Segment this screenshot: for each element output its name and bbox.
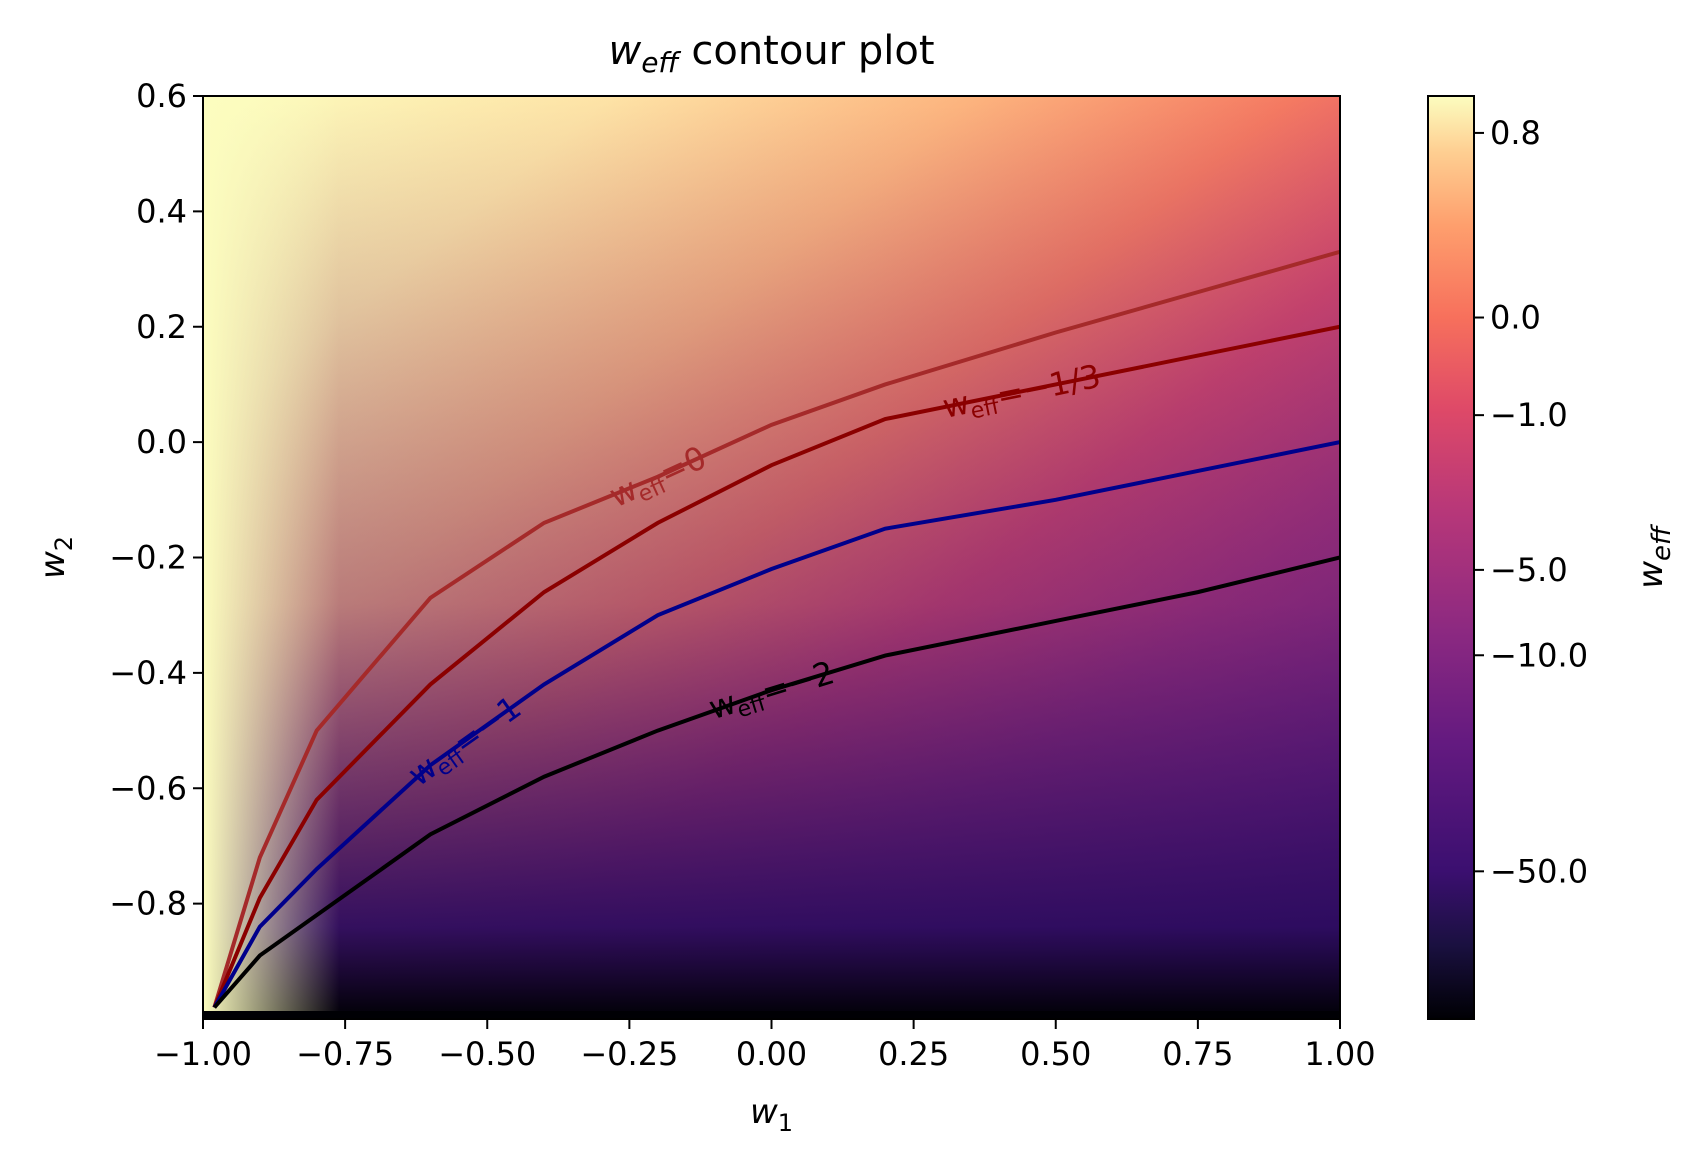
contour-label-0: weff=0	[603, 438, 712, 515]
colorbar-tick-label-4: −10.0	[1490, 636, 1588, 674]
title-sub: eff	[641, 46, 681, 79]
y-tick-label-4: −0.2	[109, 539, 187, 577]
x-tick-label-3: −0.25	[580, 1035, 678, 1073]
title-main: w	[608, 28, 641, 74]
y-tick-label-5: −0.4	[109, 654, 187, 692]
x-label-sub: 1	[778, 1109, 793, 1137]
x-axis: −1.00 −0.75 −0.50 −0.25 0.00 0.25 0.50 0.75 1.00	[154, 1019, 1376, 1073]
title-rest: contour plot	[679, 28, 935, 74]
y-tick-label-0: 0.6	[136, 77, 187, 115]
heatmap-bottom-shade	[203, 96, 1340, 1019]
contour-line-0	[212, 249, 1340, 1009]
x-tick-label-5: 0.25	[878, 1035, 949, 1073]
colorbar-tick-label-0: 0.8	[1490, 114, 1541, 152]
contour-line-2	[212, 440, 1340, 1009]
y-tick-label-2: 0.2	[136, 308, 187, 346]
x-tick-label-4: 0.00	[736, 1035, 807, 1073]
contour-line-1	[212, 324, 1340, 1009]
colorbar-label-sub: eff	[1647, 523, 1677, 561]
y-tick-label-7: −0.8	[109, 885, 187, 923]
y-axis: 0.6 0.4 0.2 0.0 −0.2 −0.4 −0.6 −0.8	[109, 77, 203, 923]
colorbar-tick-label-5: −50.0	[1490, 852, 1588, 890]
y-axis-label: w2	[33, 536, 78, 579]
colorbar-label-main: w	[1631, 561, 1671, 589]
contour-line-3	[212, 555, 1340, 1009]
heatmap-bottom-band	[203, 1011, 1340, 1019]
colorbar: 0.8 0.0 −1.0 −5.0 −10.0 −50.0	[1427, 95, 1588, 1020]
y-tick-label-1: 0.4	[136, 192, 187, 230]
x-axis-label: w1	[750, 1092, 793, 1137]
contour-lines	[212, 249, 1340, 1009]
x-tick-label-6: 0.50	[1020, 1035, 1091, 1073]
x-tick-label-8: 1.00	[1304, 1035, 1375, 1073]
x-label-main: w	[750, 1092, 778, 1132]
x-tick-label-2: −0.50	[438, 1035, 536, 1073]
x-tick-label-1: −0.75	[296, 1035, 394, 1073]
heatmap-left-highlight	[203, 96, 340, 1019]
colorbar-tick-label-3: −5.0	[1490, 551, 1568, 589]
y-label-main: w	[33, 551, 73, 579]
contour-label-sub: eff	[968, 394, 1002, 424]
colorbar-tick-label-1: 0.0	[1490, 299, 1541, 337]
colorbar-gradient	[1427, 95, 1475, 1020]
heatmap-surface	[203, 96, 1340, 1019]
x-tick-label-7: 0.75	[1162, 1035, 1233, 1073]
y-label-sub: 2	[50, 536, 78, 551]
y-tick-label-3: 0.0	[136, 423, 187, 461]
chart-title: weff contour plot	[608, 28, 934, 79]
y-tick-label-6: −0.6	[109, 769, 187, 807]
colorbar-label: weff	[1631, 523, 1677, 589]
colorbar-tick-label-2: −1.0	[1490, 396, 1568, 434]
x-tick-label-0: −1.00	[154, 1035, 252, 1073]
